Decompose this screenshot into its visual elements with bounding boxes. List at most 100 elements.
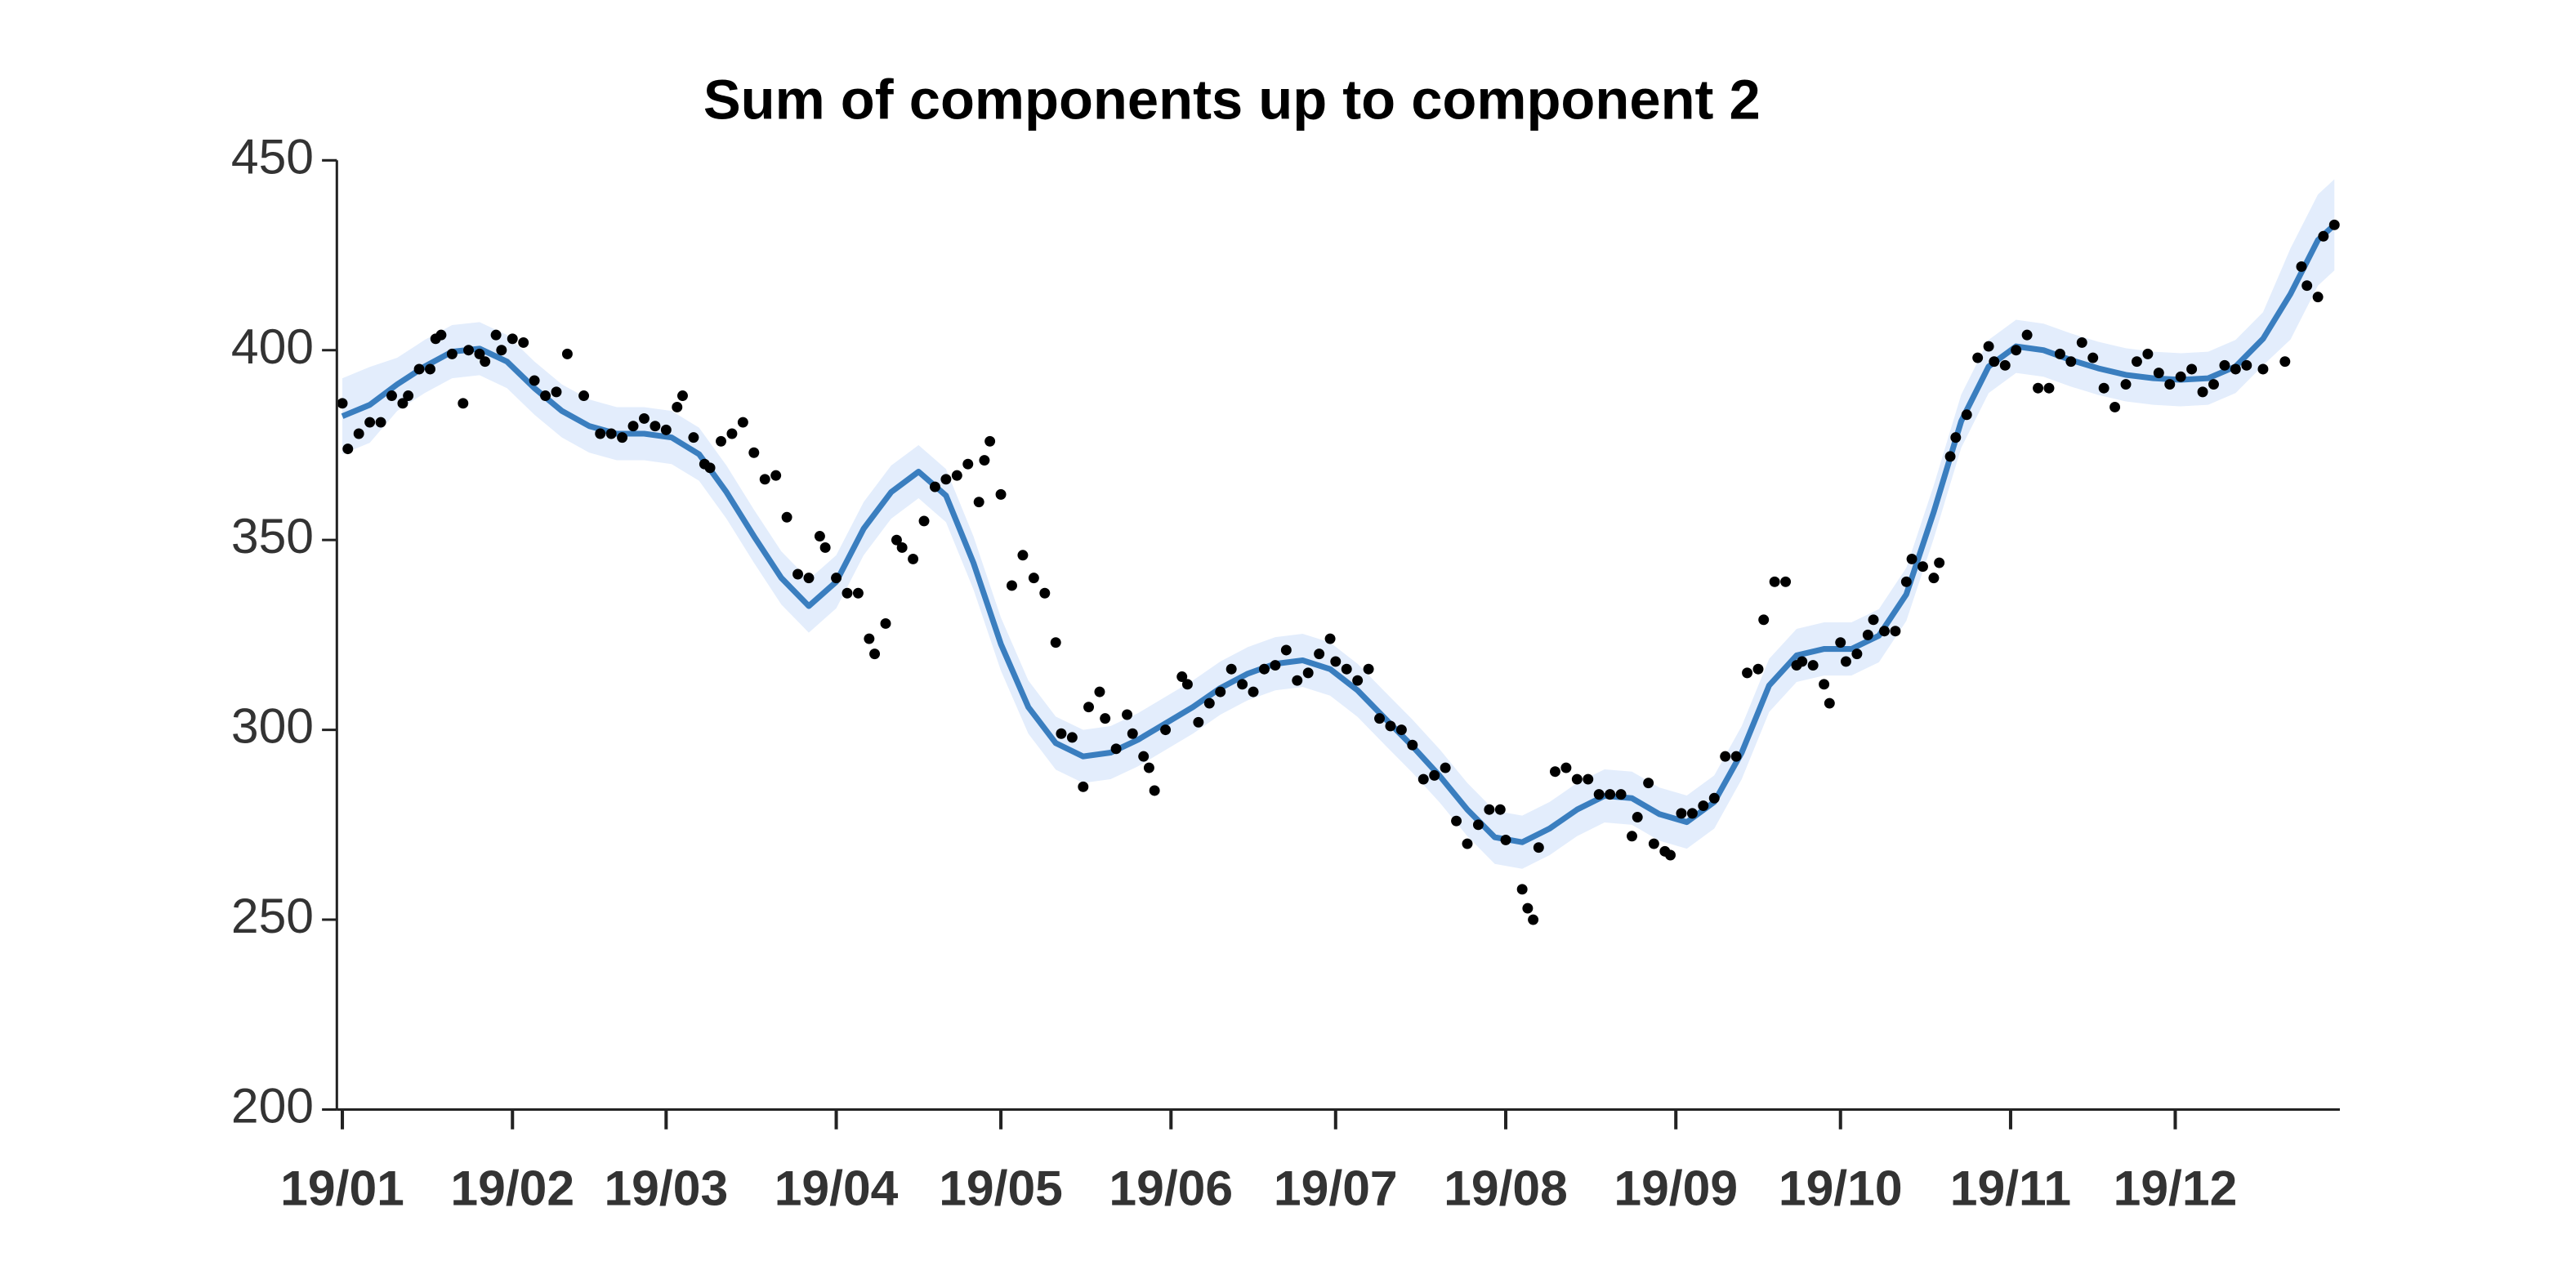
data-point bbox=[1160, 724, 1172, 736]
data-point bbox=[896, 541, 908, 553]
data-point bbox=[1429, 769, 1440, 781]
data-point bbox=[672, 401, 683, 412]
data-point bbox=[688, 432, 699, 443]
data-point bbox=[1395, 724, 1407, 736]
data-point bbox=[814, 531, 825, 541]
data-point bbox=[726, 428, 738, 439]
x-tick-label: 19/09 bbox=[1614, 1161, 1738, 1216]
data-point bbox=[1824, 697, 1835, 709]
data-point bbox=[1039, 587, 1051, 599]
data-point bbox=[1593, 789, 1605, 800]
data-point bbox=[1017, 550, 1029, 561]
data-point bbox=[1110, 743, 1122, 755]
data-point bbox=[1583, 773, 1594, 785]
data-point bbox=[1122, 709, 1133, 720]
data-point bbox=[1983, 341, 1994, 352]
data-point bbox=[2164, 379, 2176, 390]
data-point bbox=[1324, 633, 1336, 644]
data-point bbox=[1516, 884, 1528, 895]
data-point bbox=[1407, 739, 1418, 751]
data-point bbox=[2043, 382, 2055, 394]
data-point bbox=[1840, 656, 1851, 667]
data-point bbox=[1917, 561, 1928, 573]
data-point bbox=[413, 363, 425, 375]
y-tick-label: 350 bbox=[231, 508, 314, 564]
data-point bbox=[1928, 573, 1940, 584]
data-point bbox=[1215, 686, 1226, 697]
data-point bbox=[1494, 804, 1506, 815]
y-tick-label: 400 bbox=[231, 319, 314, 374]
data-point bbox=[595, 428, 606, 439]
data-point bbox=[2208, 379, 2219, 390]
data-point bbox=[1127, 728, 1138, 739]
data-point bbox=[1900, 576, 1912, 587]
data-point bbox=[1050, 637, 1061, 648]
data-point bbox=[2230, 363, 2241, 375]
data-point bbox=[677, 390, 688, 401]
data-point bbox=[458, 398, 469, 409]
data-point bbox=[650, 421, 661, 432]
data-point bbox=[1028, 573, 1039, 584]
data-point bbox=[984, 435, 996, 447]
data-point bbox=[1533, 842, 1544, 853]
data-point bbox=[918, 515, 930, 527]
data-point bbox=[2175, 371, 2186, 382]
data-point bbox=[1280, 644, 1292, 656]
data-point bbox=[1440, 762, 1451, 773]
data-point bbox=[891, 534, 902, 546]
data-point bbox=[852, 587, 864, 599]
data-point bbox=[880, 617, 891, 629]
data-point bbox=[1292, 675, 1303, 686]
data-point bbox=[2021, 329, 2033, 341]
data-point bbox=[1314, 648, 1325, 660]
data-point bbox=[2054, 348, 2065, 359]
data-point bbox=[540, 390, 551, 401]
x-tick-label: 19/01 bbox=[280, 1161, 404, 1216]
data-point bbox=[1686, 808, 1698, 819]
data-point bbox=[1193, 716, 1204, 728]
data-point bbox=[1138, 751, 1150, 762]
data-point bbox=[1330, 656, 1342, 667]
data-point bbox=[2065, 356, 2077, 368]
data-point bbox=[490, 329, 502, 341]
data-point bbox=[1181, 679, 1193, 690]
data-point bbox=[1472, 819, 1484, 831]
data-point bbox=[397, 398, 408, 409]
data-point bbox=[1007, 580, 1017, 591]
data-point bbox=[2109, 401, 2121, 412]
data-point bbox=[2279, 356, 2291, 368]
data-point bbox=[1605, 789, 1616, 800]
data-point bbox=[1149, 785, 1160, 796]
data-point bbox=[1632, 812, 1643, 822]
data-point bbox=[2120, 379, 2132, 390]
data-point bbox=[1237, 679, 1248, 690]
data-point bbox=[1270, 660, 1281, 671]
data-point bbox=[1851, 648, 1863, 660]
data-point bbox=[1484, 804, 1495, 815]
data-point bbox=[1528, 914, 1539, 925]
data-point bbox=[364, 417, 376, 428]
data-point bbox=[737, 417, 748, 428]
data-point bbox=[1879, 626, 1890, 637]
data-point bbox=[496, 345, 507, 356]
data-point bbox=[1374, 713, 1385, 724]
data-point bbox=[507, 333, 518, 345]
data-point bbox=[518, 336, 529, 348]
data-point bbox=[1950, 432, 1962, 443]
data-point bbox=[1648, 838, 1659, 849]
data-point bbox=[578, 390, 590, 401]
data-point bbox=[474, 348, 485, 359]
data-point bbox=[375, 417, 386, 428]
data-point bbox=[1341, 663, 1352, 675]
data-point bbox=[1094, 686, 1105, 697]
data-point bbox=[1730, 751, 1742, 762]
x-tick-label: 19/05 bbox=[939, 1161, 1063, 1216]
data-point bbox=[803, 573, 815, 584]
data-point bbox=[1385, 720, 1396, 732]
data-point bbox=[1807, 660, 1819, 671]
data-point bbox=[551, 386, 562, 398]
x-tick-label: 19/02 bbox=[450, 1161, 574, 1216]
x-tick-label: 19/08 bbox=[1444, 1161, 1568, 1216]
data-point bbox=[864, 633, 875, 644]
